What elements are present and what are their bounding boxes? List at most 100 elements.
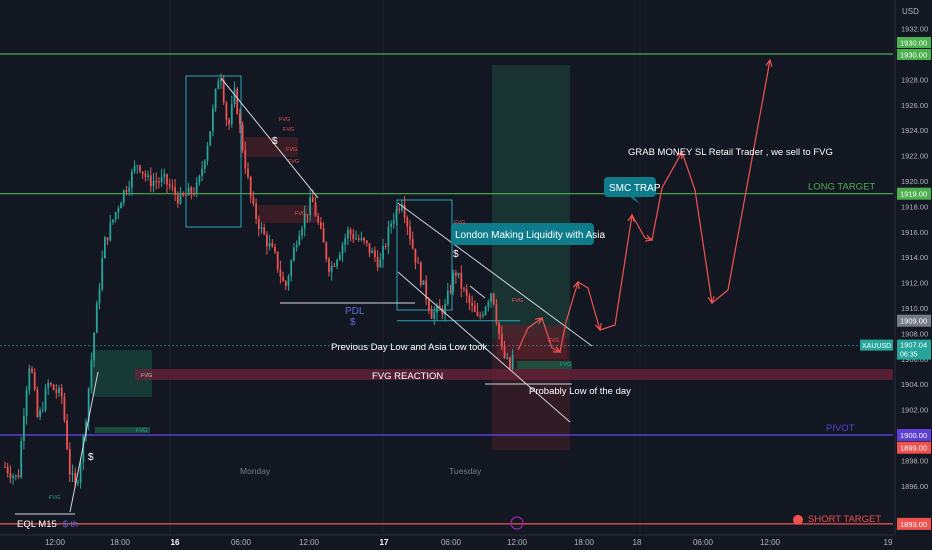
candle-body	[457, 272, 460, 276]
candle-body	[392, 220, 395, 224]
candle-body	[222, 79, 225, 103]
arrow-head	[627, 213, 635, 222]
levels	[0, 53, 893, 525]
candle-body	[341, 244, 344, 255]
candle-body	[301, 228, 303, 236]
short-target-icon	[793, 514, 803, 525]
candle-body	[58, 387, 60, 393]
arrow-head	[645, 234, 654, 242]
candle-body	[266, 234, 268, 247]
candle-body	[449, 290, 452, 292]
candle-body	[152, 181, 155, 187]
symbol-badge: XAUUSD	[862, 343, 891, 350]
time-tick: 17	[380, 538, 389, 547]
candle-body	[349, 229, 352, 235]
fvg-tag: FVG	[286, 147, 297, 153]
candle-body	[241, 124, 244, 150]
candle-body	[139, 165, 141, 172]
time-tick: 06:00	[231, 538, 252, 547]
price-tick: 1910.00	[901, 304, 928, 313]
candle-body	[384, 245, 387, 247]
candle-body	[125, 190, 128, 192]
candle-body	[344, 238, 347, 245]
price-tick: 1896.00	[901, 482, 928, 491]
candle-body	[284, 281, 287, 286]
candle-body	[387, 226, 390, 247]
candle-body	[90, 360, 93, 389]
fvg-tag: FVG	[548, 338, 559, 344]
candle-body	[360, 237, 363, 240]
candle-body	[176, 194, 179, 204]
candle-body	[168, 184, 171, 187]
level-label: SHORT TARGET	[808, 514, 881, 525]
drawings	[69, 58, 773, 513]
candle-body	[174, 186, 176, 195]
candle-body	[50, 382, 52, 385]
fvg-tag: FVG	[295, 211, 306, 217]
time-axis-bg	[0, 535, 932, 550]
candle-body	[260, 227, 263, 229]
annotation-grab-money: GRAB MONEY SL Retail Trader , we sell to…	[628, 147, 833, 158]
candle-body	[490, 293, 492, 302]
candle-body	[436, 305, 438, 313]
channel-line-mid	[469, 285, 486, 299]
price-badge-bg	[897, 441, 931, 454]
candle-body	[363, 237, 365, 241]
candle-body	[406, 217, 409, 227]
candle-body	[147, 175, 149, 177]
arrow-head	[534, 317, 544, 325]
annotation-eql-sub: $ th	[63, 519, 78, 529]
fvg-tag: FVG	[560, 362, 571, 368]
day-label-monday: Monday	[240, 466, 271, 476]
price-badge: 1909.00	[900, 317, 927, 326]
fvg-box-green	[517, 361, 572, 369]
fvg-zone-band	[135, 369, 893, 380]
annotation-pdl-dollar: $	[350, 317, 356, 328]
candle-body	[444, 304, 446, 315]
callout-london: London Making Liquidity with Asia	[455, 230, 606, 241]
candle-body	[368, 243, 371, 254]
candle-body	[87, 388, 90, 422]
candle-body	[487, 301, 490, 308]
candle-body	[60, 387, 63, 397]
candle-body	[287, 276, 290, 286]
candle-body	[131, 171, 133, 188]
price-tick: 1912.00	[901, 279, 928, 288]
price-badge-bg	[897, 517, 931, 530]
candle-body	[511, 354, 514, 369]
candle-body	[417, 262, 419, 264]
candle-body	[500, 333, 503, 347]
candle-body	[230, 104, 233, 125]
candle-body	[225, 102, 228, 120]
candle-body	[255, 203, 257, 220]
candle-body	[268, 243, 271, 247]
callout-smc: SMC TRAP	[609, 183, 661, 194]
candle-body	[252, 196, 255, 204]
replay-icon	[510, 516, 524, 530]
candle-body	[136, 165, 139, 167]
candle-body	[201, 168, 203, 177]
candle-body	[120, 202, 122, 209]
candle-body	[244, 149, 247, 169]
candle-body	[374, 250, 376, 258]
candle-body	[239, 113, 241, 125]
candle-body	[112, 219, 114, 223]
time-tick: 12:00	[299, 538, 320, 547]
price-tick: 1904.00	[901, 380, 928, 389]
candle-body	[295, 244, 298, 248]
trend-line	[69, 371, 99, 513]
price-axis-bg	[895, 0, 932, 550]
fvg-tag: FVG	[454, 220, 465, 226]
price-badge-bg	[897, 37, 931, 48]
fvg-tag: FVG	[283, 127, 294, 133]
candle-body	[203, 160, 206, 169]
candle-body	[44, 388, 47, 410]
annotation-dollar: $	[88, 452, 94, 463]
candle-body	[425, 280, 428, 300]
candle-body	[20, 440, 23, 478]
arrow-head	[594, 323, 602, 332]
candle-body	[141, 171, 144, 174]
candle-body	[471, 303, 473, 306]
